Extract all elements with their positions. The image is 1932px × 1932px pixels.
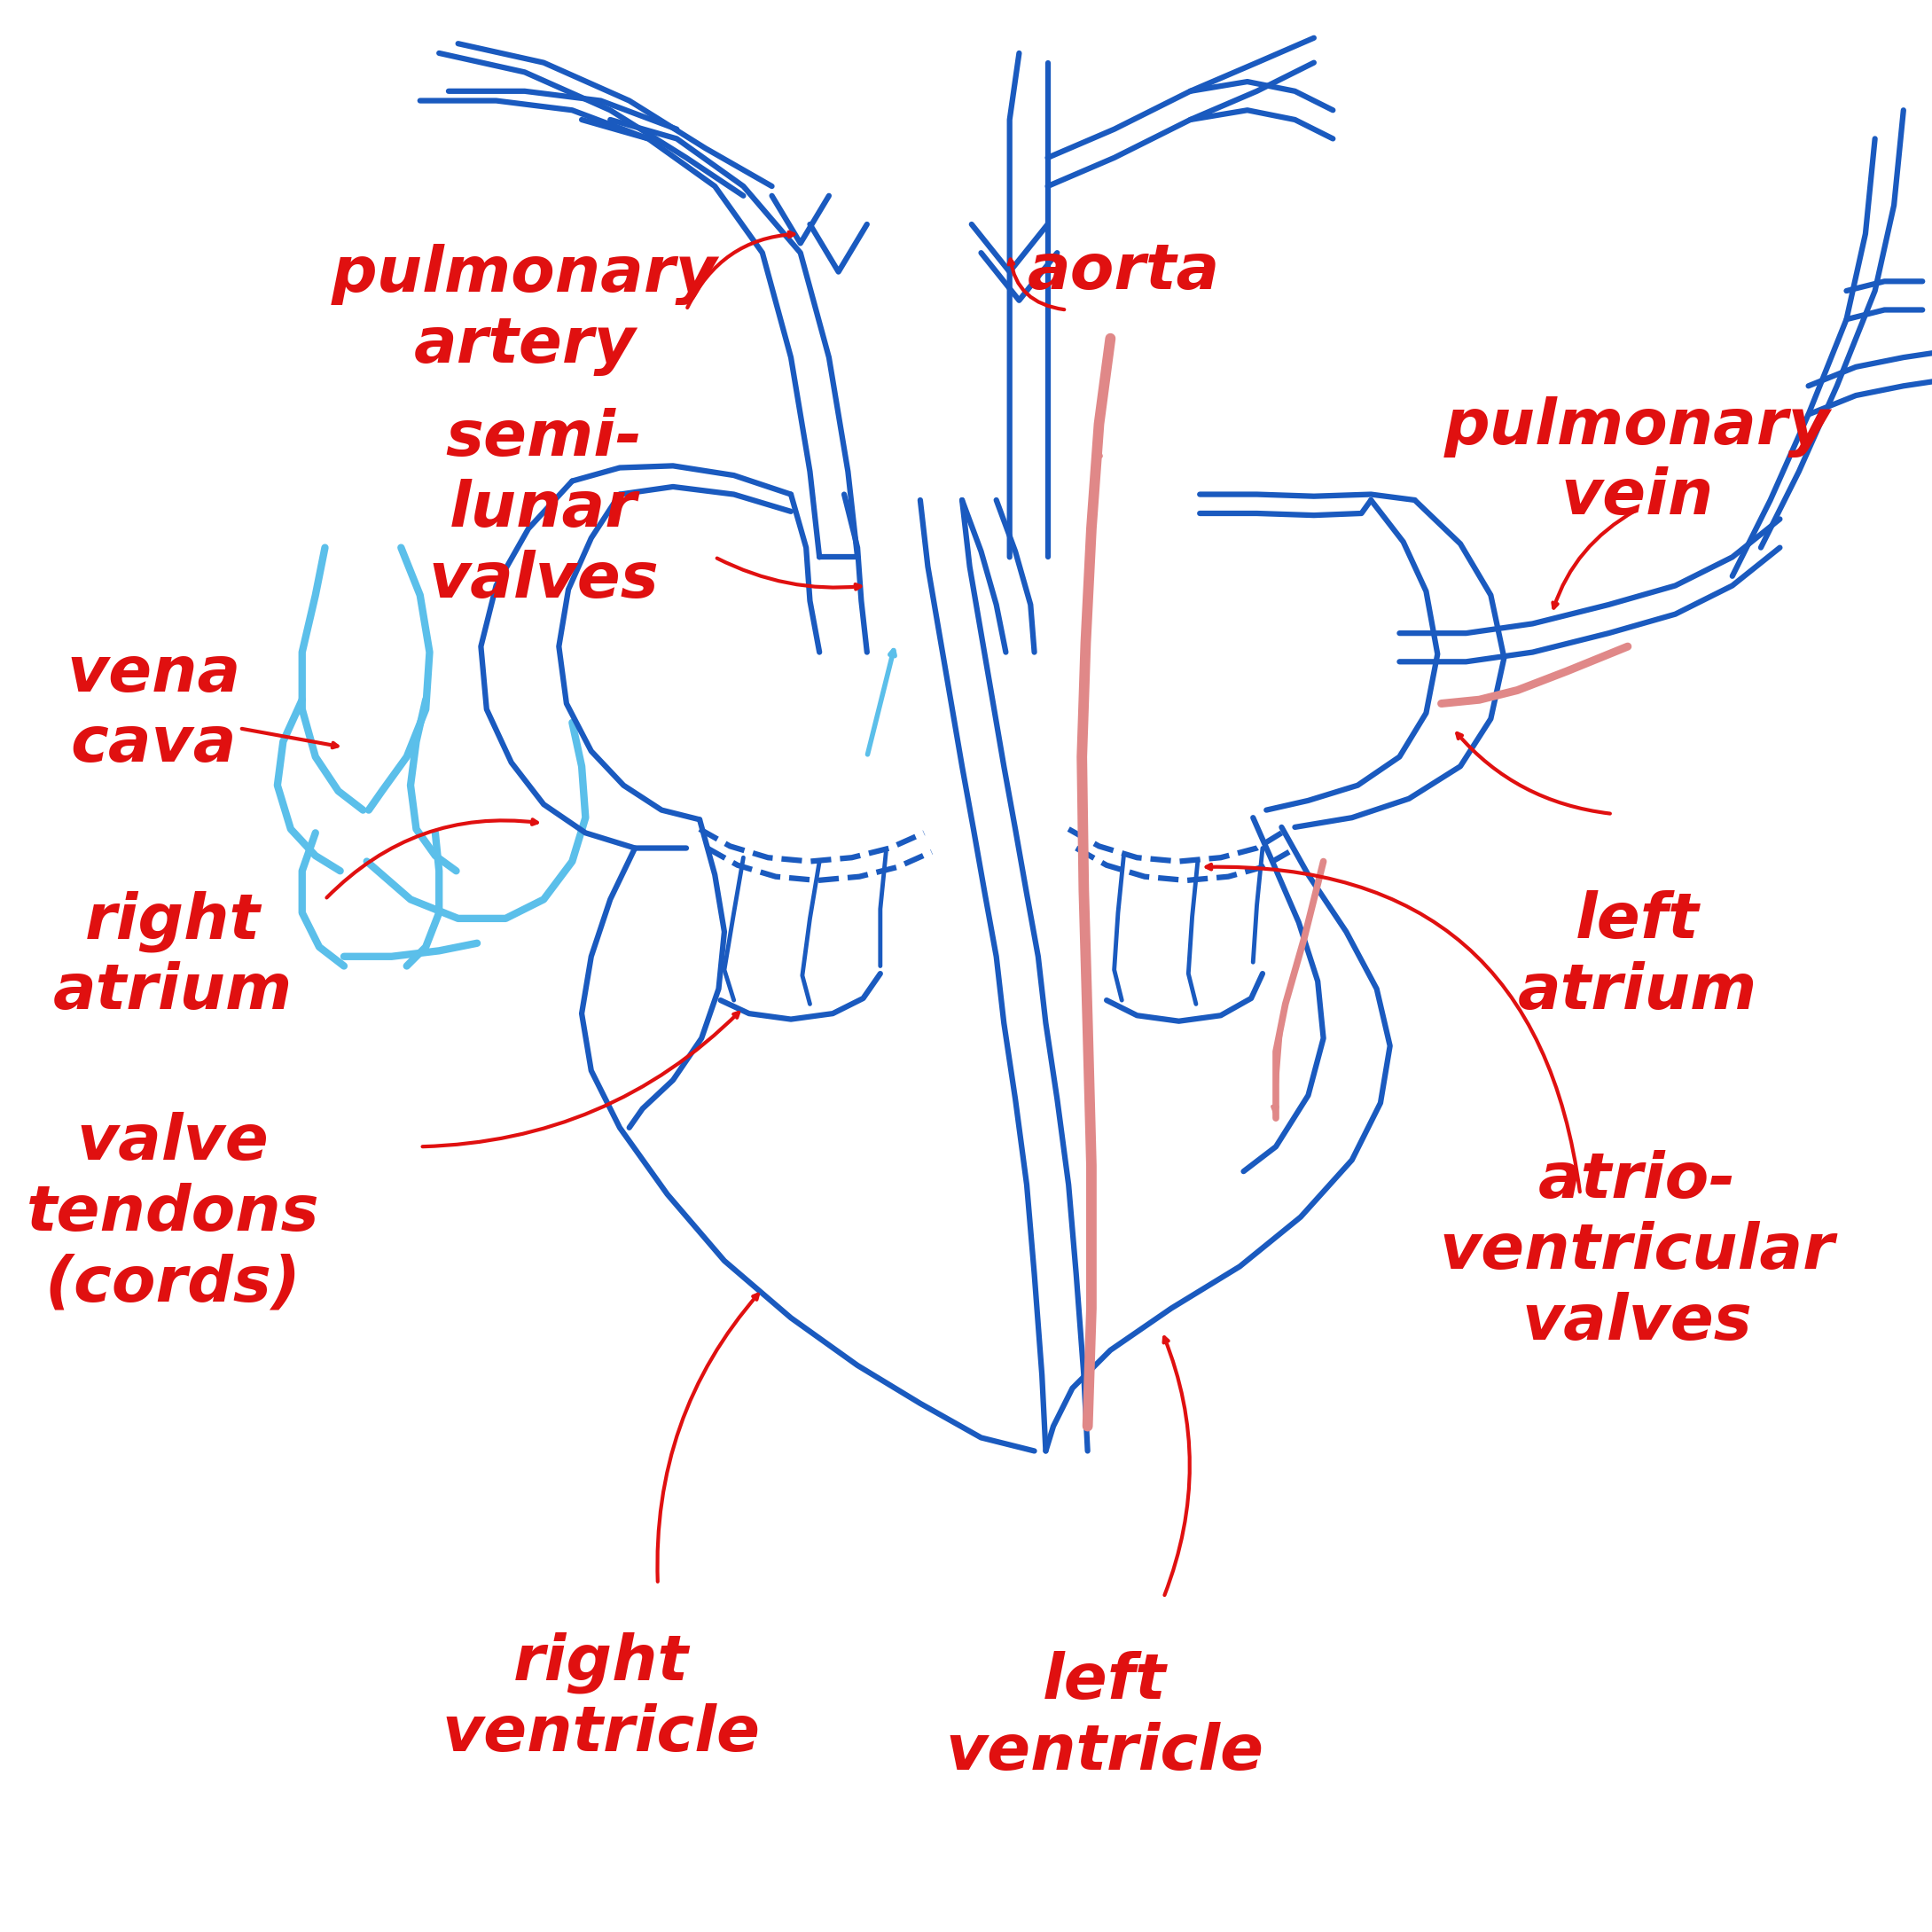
Text: pulmonary
artery: pulmonary artery [332,243,719,377]
Text: semi-
lunar
valves: semi- lunar valves [429,408,659,611]
Text: right
atrium: right atrium [52,891,292,1022]
Text: pulmonary
vein: pulmonary vein [1443,396,1830,527]
Text: left
ventricle: left ventricle [945,1652,1264,1783]
Text: valve
tendons
(cords): valve tendons (cords) [27,1113,319,1314]
Text: right
ventricle: right ventricle [442,1633,759,1764]
Text: vena
cava: vena cava [68,643,242,775]
Text: aorta: aorta [1028,242,1219,303]
Text: left
atrium: left atrium [1517,891,1756,1022]
Text: atrio-
ventricular
valves: atrio- ventricular valves [1439,1150,1835,1352]
